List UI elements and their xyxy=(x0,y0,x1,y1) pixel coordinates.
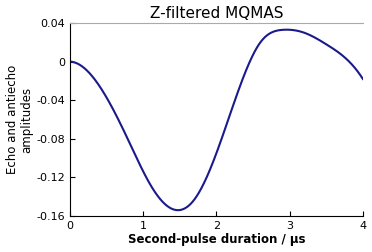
Title: Z-filtered MQMAS: Z-filtered MQMAS xyxy=(150,6,283,21)
Y-axis label: Echo and antiecho
amplitudes: Echo and antiecho amplitudes xyxy=(6,65,33,174)
X-axis label: Second-pulse duration / μs: Second-pulse duration / μs xyxy=(128,233,305,246)
